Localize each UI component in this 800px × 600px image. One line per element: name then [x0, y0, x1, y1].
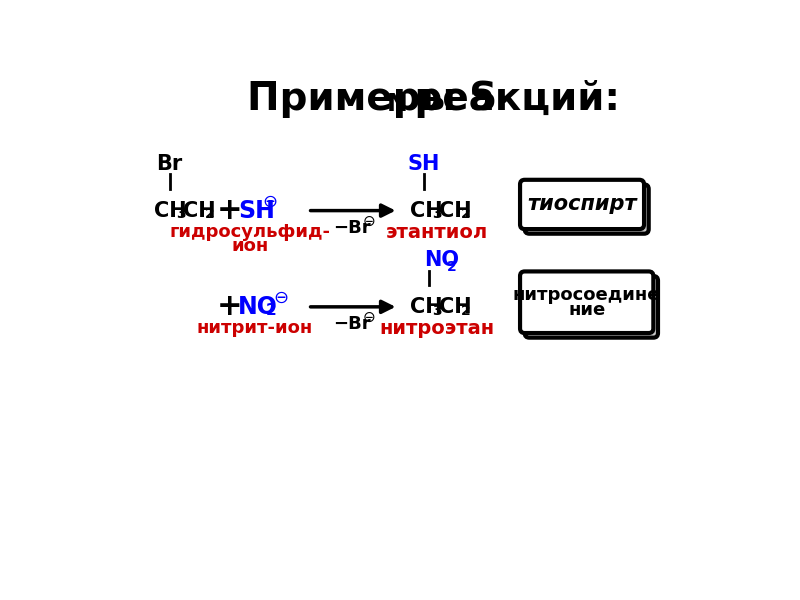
Text: ⊖: ⊖ — [362, 214, 375, 229]
Text: 3: 3 — [176, 208, 186, 221]
Text: 2: 2 — [460, 208, 470, 221]
Text: CH: CH — [183, 200, 215, 221]
Text: нитросоедине: нитросоедине — [513, 286, 661, 304]
Text: 2: 2 — [266, 303, 277, 318]
Text: +: + — [216, 292, 242, 322]
Text: Br: Br — [157, 154, 183, 173]
Text: ние: ние — [568, 301, 606, 319]
Text: 3: 3 — [432, 208, 442, 221]
Text: реакций:: реакций: — [401, 80, 620, 118]
Text: 3: 3 — [432, 304, 442, 318]
Text: SH: SH — [408, 154, 440, 173]
Text: гидросульфид-: гидросульфид- — [170, 223, 331, 241]
FancyBboxPatch shape — [520, 271, 654, 333]
Text: 2: 2 — [446, 260, 456, 274]
FancyBboxPatch shape — [525, 276, 658, 338]
Text: +: + — [216, 196, 242, 225]
Text: −Br: −Br — [333, 315, 370, 333]
Text: CH: CH — [438, 297, 471, 317]
Text: CH: CH — [438, 200, 471, 221]
Text: ⊖: ⊖ — [274, 289, 289, 307]
Text: CH: CH — [410, 200, 442, 221]
Text: ⊖: ⊖ — [362, 310, 375, 325]
Text: CH: CH — [410, 297, 442, 317]
Text: этантиол: этантиол — [386, 223, 488, 242]
Text: NO: NO — [238, 295, 278, 319]
Text: нитрит-ион: нитрит-ион — [197, 319, 313, 337]
Text: нитроэтан: нитроэтан — [379, 319, 494, 338]
Text: ион: ион — [232, 237, 269, 255]
Text: Примеры S: Примеры S — [247, 80, 498, 118]
FancyBboxPatch shape — [520, 180, 644, 229]
Text: ⊖: ⊖ — [262, 193, 278, 211]
Text: тиоспирт: тиоспирт — [527, 194, 637, 214]
Text: −Br: −Br — [333, 218, 370, 236]
Text: CH: CH — [154, 200, 187, 221]
Text: 2: 2 — [460, 304, 470, 318]
Text: NO: NO — [424, 250, 459, 270]
Text: 2: 2 — [205, 208, 214, 221]
FancyBboxPatch shape — [525, 184, 649, 233]
Text: N: N — [386, 92, 408, 116]
Text: SH: SH — [238, 199, 275, 223]
